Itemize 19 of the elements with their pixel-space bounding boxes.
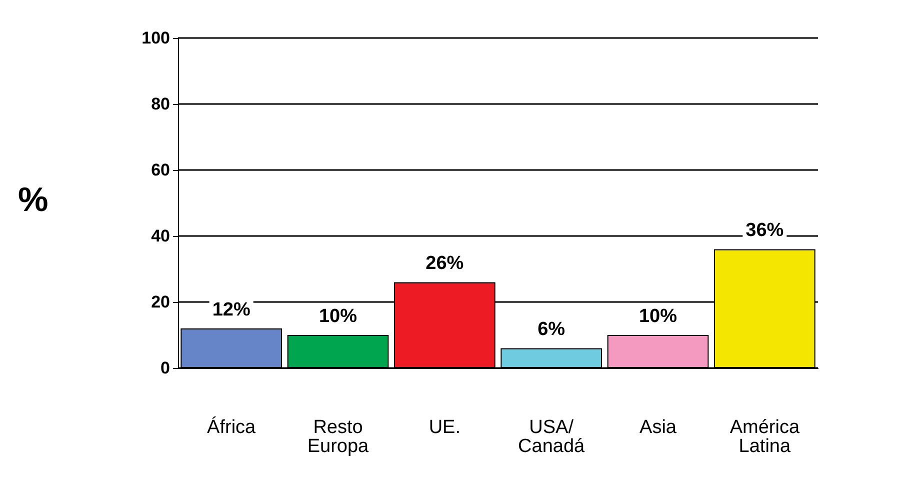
data-label: 6% [538, 319, 566, 340]
y-tick-label: 100 [142, 28, 170, 48]
y-tick-label: 80 [151, 94, 170, 114]
y-tick-label: 40 [151, 226, 170, 246]
y-tick-label: 20 [151, 292, 170, 312]
y-tick-label: 60 [151, 160, 170, 180]
data-label: 10% [638, 306, 678, 327]
y-axis-title: % [18, 181, 48, 219]
y-tick-label: 0 [160, 358, 170, 378]
x-tick-label: USA/ Canadá [518, 417, 586, 457]
x-tick-label: UE. [428, 417, 461, 438]
x-tick-label: América Latina [730, 417, 800, 457]
data-label: 36% [746, 220, 784, 242]
data-label: 12% [212, 299, 250, 320]
data-label: 26% [426, 253, 464, 274]
x-tick-label: Asia [640, 417, 677, 438]
x-tick-label: Resto Europa [307, 417, 370, 457]
x-tick-label: África [207, 416, 256, 438]
data-label: 10% [318, 306, 358, 327]
